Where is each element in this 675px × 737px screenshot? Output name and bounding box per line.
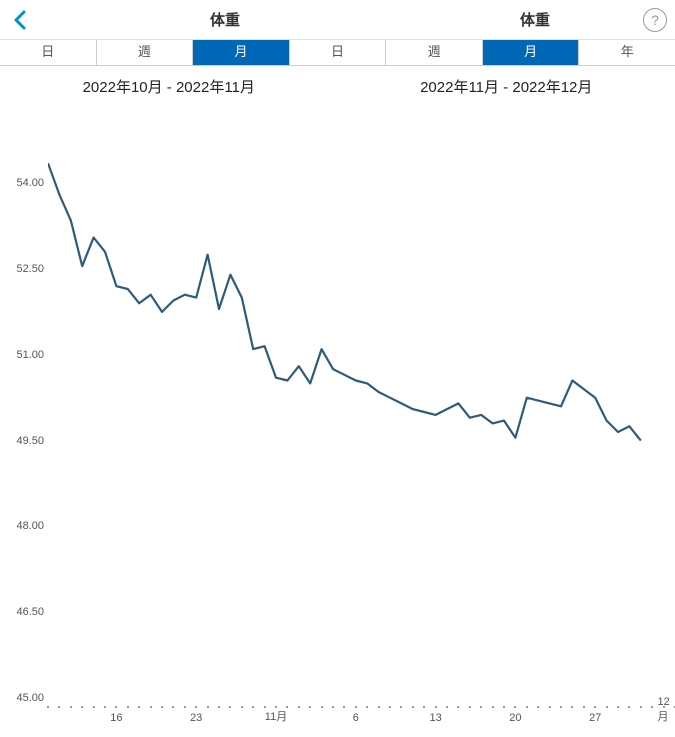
x-axis-label: 16 — [110, 712, 122, 724]
x-tick-dot — [560, 706, 562, 708]
x-tick-dot — [241, 706, 243, 708]
weight-chart: 54.00 52.50 51.00 49.50 48.00 46.50 45.00 16 23 1… — [0, 106, 675, 726]
x-tick-dot — [617, 706, 619, 708]
x-tick-dot — [127, 706, 129, 708]
x-tick-dot — [104, 706, 106, 708]
x-tick-dot — [571, 706, 573, 708]
y-axis-label: 54.00 — [4, 177, 44, 189]
x-tick-dot — [93, 706, 95, 708]
x-tick-dot — [332, 706, 334, 708]
x-tick-dot — [184, 706, 186, 708]
segment-日-3[interactable]: 日 — [290, 40, 387, 65]
x-tick-dot — [218, 706, 220, 708]
x-tick-dot — [537, 706, 539, 708]
x-tick-dot — [549, 706, 551, 708]
y-axis-label: 49.50 — [4, 435, 44, 447]
x-tick-dot — [138, 706, 140, 708]
date-range-left: 2022年10月 - 2022年11月 — [0, 76, 338, 97]
x-tick-dot — [195, 706, 197, 708]
x-tick-dot — [606, 706, 608, 708]
x-tick-dot — [343, 706, 345, 708]
x-axis-label: 11月 — [265, 708, 287, 724]
help-icon: ? — [651, 12, 659, 28]
x-tick-dot — [161, 706, 163, 708]
x-tick-dot — [207, 706, 209, 708]
page-title-left: 体重 — [210, 9, 240, 30]
x-tick-dot — [651, 706, 653, 708]
y-axis-label: 46.50 — [4, 606, 44, 618]
weight-line-path — [48, 163, 641, 440]
x-tick-dot — [115, 706, 117, 708]
x-tick-dot — [321, 706, 323, 708]
x-tick-dot — [469, 706, 471, 708]
x-tick-dot — [628, 706, 630, 708]
y-axis-label: 51.00 — [4, 349, 44, 361]
x-tick-dot — [378, 706, 380, 708]
x-tick-dot — [150, 706, 152, 708]
segment-月-5[interactable]: 月 — [483, 40, 580, 65]
x-tick-dot — [492, 706, 494, 708]
y-axis-label: 52.50 — [4, 263, 44, 275]
segment-年-6[interactable]: 年 — [579, 40, 675, 65]
period-segments: 日週月日週月年 — [0, 40, 675, 66]
x-axis-label: 20 — [509, 712, 521, 724]
segment-日-0[interactable]: 日 — [0, 40, 97, 65]
x-tick-dot — [514, 706, 516, 708]
x-tick-dot — [229, 706, 231, 708]
x-tick-dot — [503, 706, 505, 708]
x-tick-dot — [252, 706, 254, 708]
x-axis-label: 6 — [353, 712, 359, 724]
x-tick-dot — [58, 706, 60, 708]
x-axis-label: 12月 — [657, 696, 669, 724]
segment-月-2[interactable]: 月 — [193, 40, 290, 65]
x-tick-dot — [526, 706, 528, 708]
x-tick-dot — [446, 706, 448, 708]
x-tick-dot — [412, 706, 414, 708]
chevron-left-icon — [13, 10, 27, 30]
segment-週-1[interactable]: 週 — [97, 40, 194, 65]
x-tick-dot — [172, 706, 174, 708]
segment-週-4[interactable]: 週 — [386, 40, 483, 65]
y-axis-label: 45.00 — [4, 692, 44, 704]
x-tick-dot — [640, 706, 642, 708]
help-button[interactable]: ? — [643, 8, 667, 32]
date-range-right: 2022年11月 - 2022年12月 — [338, 76, 675, 97]
x-tick-dot — [457, 706, 459, 708]
x-tick-dot — [435, 706, 437, 708]
x-tick-dot — [594, 706, 596, 708]
x-axis-label: 13 — [429, 712, 441, 724]
back-button[interactable] — [0, 0, 40, 40]
x-tick-dot — [70, 706, 72, 708]
x-tick-dot — [355, 706, 357, 708]
x-axis-label: 23 — [190, 712, 202, 724]
y-axis-label: 48.00 — [4, 520, 44, 532]
x-tick-dot — [47, 706, 49, 708]
x-tick-dot — [366, 706, 368, 708]
x-axis-label: 27 — [589, 712, 601, 724]
x-tick-dot — [583, 706, 585, 708]
x-tick-dot — [389, 706, 391, 708]
x-tick-dot — [309, 706, 311, 708]
x-tick-dot — [298, 706, 300, 708]
weight-line-series — [48, 126, 675, 698]
x-tick-dot — [480, 706, 482, 708]
x-tick-dot — [423, 706, 425, 708]
page-title-right: 体重 — [520, 9, 550, 30]
x-tick-dot — [400, 706, 402, 708]
x-tick-dot — [81, 706, 83, 708]
date-range-row: 2022年10月 - 2022年11月 2022年11月 - 2022年12月 — [0, 66, 675, 106]
header-bar: 体重 体重 ? — [0, 0, 675, 40]
